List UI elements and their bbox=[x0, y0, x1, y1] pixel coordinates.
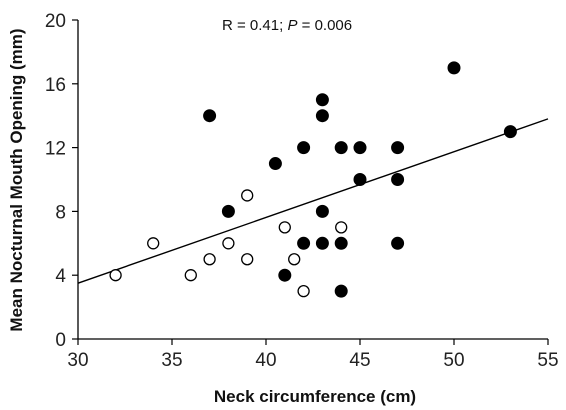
filled-data-point bbox=[353, 173, 367, 186]
axis-ticks: 30 35 40 45 50 55 0 4 8 12 16 20 bbox=[45, 11, 559, 371]
x-tick-label: 40 bbox=[255, 350, 276, 371]
filled-data-point bbox=[221, 204, 235, 218]
trendline bbox=[77, 118, 549, 284]
filled-data-point bbox=[391, 236, 405, 250]
filled-data-point bbox=[315, 236, 329, 250]
open-data-point bbox=[109, 269, 122, 282]
filled-data-point bbox=[503, 125, 517, 139]
annotation-prefix: R = 0.41; bbox=[222, 17, 287, 34]
y-axis-title: Mean Nocturnal Mouth Opening (mm) bbox=[7, 28, 26, 331]
y-tick-label: 0 bbox=[55, 330, 66, 351]
filled-data-point bbox=[334, 284, 348, 298]
data-points bbox=[109, 61, 517, 298]
y-tick-label: 12 bbox=[45, 139, 66, 160]
open-data-point bbox=[222, 237, 235, 250]
filled-data-point bbox=[391, 141, 405, 155]
x-tick-label: 55 bbox=[537, 350, 558, 371]
open-data-point bbox=[278, 221, 291, 234]
y-tick-label: 8 bbox=[55, 202, 66, 223]
filled-data-point bbox=[447, 61, 461, 75]
annotation-suffix: = 0.006 bbox=[297, 17, 352, 34]
y-tick-label: 16 bbox=[45, 75, 66, 96]
open-data-point bbox=[184, 269, 197, 282]
trendline-group bbox=[77, 118, 549, 284]
filled-data-point bbox=[268, 157, 282, 171]
stats-annotation: R = 0.41; P = 0.006 bbox=[222, 17, 352, 34]
x-tick-label: 45 bbox=[349, 350, 370, 371]
y-tick-label: 20 bbox=[45, 11, 66, 32]
open-data-point bbox=[241, 253, 254, 266]
annotation-p-symbol: P bbox=[287, 17, 297, 34]
filled-data-point bbox=[353, 141, 367, 155]
filled-data-point bbox=[297, 236, 311, 250]
open-data-point bbox=[203, 253, 216, 266]
open-data-point bbox=[335, 221, 348, 234]
filled-data-point bbox=[334, 236, 348, 250]
filled-data-point bbox=[315, 93, 329, 107]
filled-data-point bbox=[315, 109, 329, 123]
filled-data-point bbox=[391, 173, 405, 186]
open-data-point bbox=[297, 284, 310, 298]
filled-data-point bbox=[334, 141, 348, 155]
x-tick-label: 35 bbox=[161, 350, 182, 371]
filled-data-point bbox=[297, 141, 311, 155]
x-tick-label: 30 bbox=[67, 350, 88, 371]
axes bbox=[77, 20, 548, 340]
open-data-point bbox=[147, 237, 160, 250]
open-data-point bbox=[288, 253, 301, 266]
filled-data-point bbox=[278, 268, 292, 282]
x-axis-title: Neck circumference (cm) bbox=[214, 387, 416, 406]
x-tick-label: 50 bbox=[443, 350, 464, 371]
open-data-point bbox=[241, 189, 254, 202]
y-tick-label: 4 bbox=[55, 266, 66, 287]
filled-data-point bbox=[315, 204, 329, 218]
filled-data-point bbox=[203, 109, 217, 123]
